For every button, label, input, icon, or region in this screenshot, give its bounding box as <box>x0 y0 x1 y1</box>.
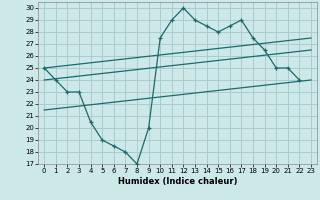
X-axis label: Humidex (Indice chaleur): Humidex (Indice chaleur) <box>118 177 237 186</box>
